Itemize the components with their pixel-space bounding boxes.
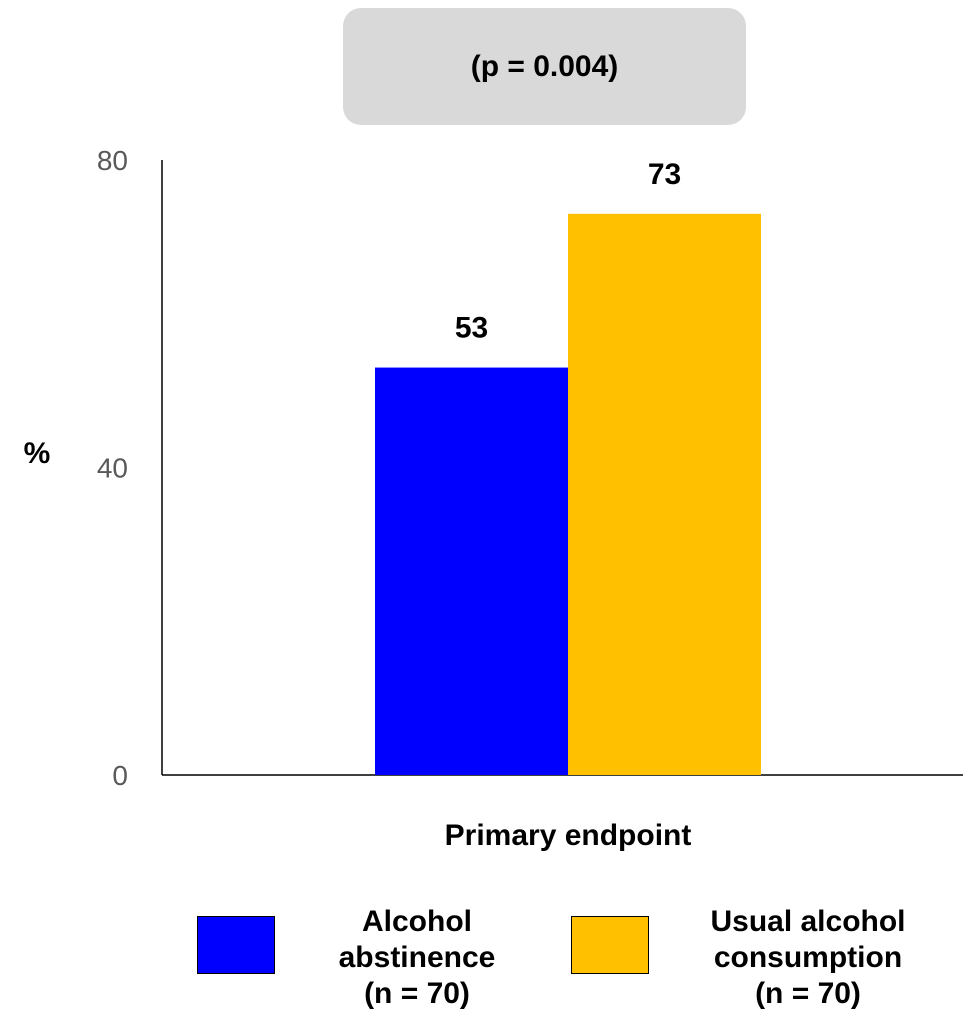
p-value-box: (p = 0.004) [343, 8, 746, 125]
legend-item-abstinence: Alcohol abstinence (n = 70) [197, 904, 517, 1012]
legend-line: consumption [713, 941, 903, 974]
bar-data-label: 53 [455, 312, 488, 345]
legend-label-abstinence: Alcohol abstinence (n = 70) [317, 904, 517, 1012]
p-value-label: (p = 0.004) [470, 49, 619, 83]
y-tick-label: 0 [112, 760, 128, 791]
legend-line: (n = 70) [755, 977, 861, 1010]
bar [375, 367, 568, 775]
legend-swatch-blue [197, 916, 275, 974]
legend-line: Usual alcohol [710, 905, 906, 938]
y-axis-label: % [24, 437, 51, 470]
legend-label-usual: Usual alcohol consumption (n = 70) [663, 904, 953, 1012]
bar-chart: 0 40 80% 53 73 Primary endpoint [24, 145, 963, 852]
legend-line: Alcohol [362, 905, 472, 938]
legend-line: (n = 70) [364, 977, 470, 1010]
y-tick-label: 40 [97, 453, 128, 484]
bar [568, 213, 761, 775]
legend-line: abstinence [338, 941, 496, 974]
y-tick-label: 80 [97, 145, 128, 176]
legend-swatch-yellow [571, 916, 649, 974]
x-axis-label: Primary endpoint [445, 819, 692, 852]
legend-item-usual: Usual alcohol consumption (n = 70) [571, 904, 953, 1012]
bar-data-label: 73 [648, 158, 681, 191]
